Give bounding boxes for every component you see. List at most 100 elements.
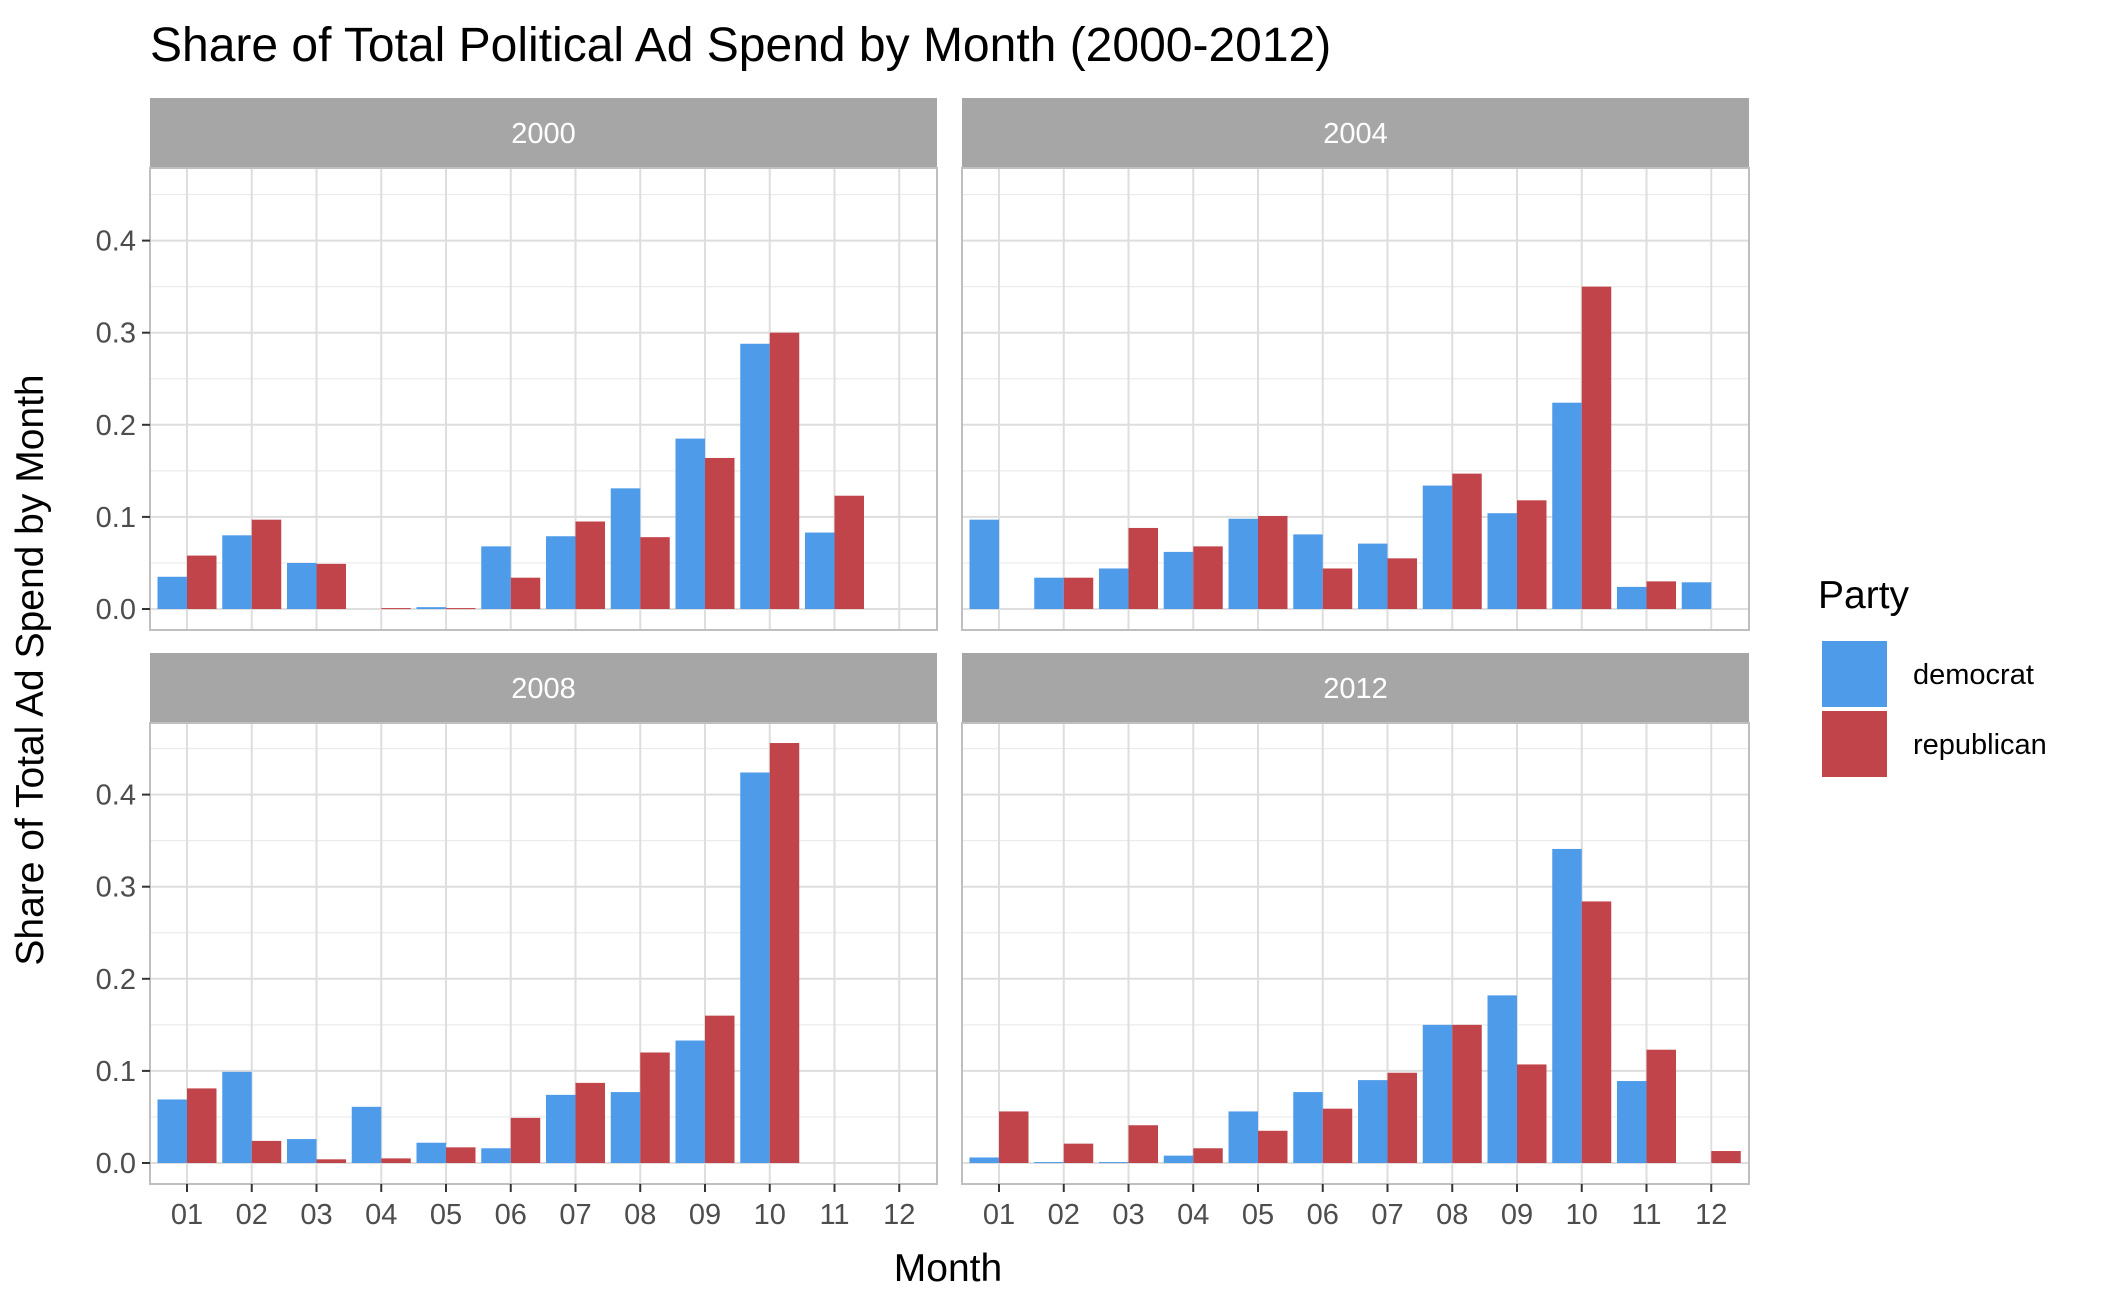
- bar-democrat: [222, 1071, 252, 1163]
- legend-label-republican: republican: [1913, 729, 2047, 761]
- bar-republican: [187, 1088, 217, 1163]
- bar-republican: [705, 457, 735, 609]
- bar-democrat: [1163, 551, 1194, 609]
- facet-strip: [962, 98, 1749, 168]
- y-tick-label: 0.1: [96, 502, 136, 534]
- x-tick-label: 01: [171, 1199, 203, 1231]
- bar-democrat: [481, 546, 511, 609]
- bar-democrat: [1358, 543, 1388, 609]
- bar-republican: [1452, 1024, 1482, 1163]
- bar-republican: [381, 608, 411, 610]
- bar-republican: [640, 537, 670, 609]
- x-tick-label: 10: [1566, 1199, 1598, 1231]
- y-tick-label: 0.3: [96, 318, 136, 350]
- bar-democrat: [1034, 577, 1064, 609]
- bar-republican: [769, 332, 800, 609]
- x-tick-label: 07: [559, 1199, 591, 1231]
- bar-democrat: [1617, 1081, 1647, 1163]
- x-tick-label: 09: [1501, 1199, 1533, 1231]
- bar-republican: [769, 743, 800, 1163]
- bar-republican: [510, 1117, 541, 1163]
- x-tick-label: 03: [1112, 1199, 1144, 1231]
- bar-republican: [251, 1140, 282, 1163]
- bar-democrat: [481, 1148, 511, 1163]
- bar-democrat: [416, 1142, 446, 1163]
- legend: Party democrat republican: [1818, 574, 2047, 777]
- bar-democrat: [1617, 586, 1647, 609]
- bar-democrat: [969, 1157, 999, 1163]
- bar-republican: [834, 495, 864, 609]
- legend-key-republican: [1822, 711, 1887, 777]
- bar-democrat: [675, 1040, 705, 1163]
- facet-label: 2004: [1323, 118, 1388, 150]
- bar-republican: [1193, 546, 1223, 609]
- bar-democrat: [287, 562, 317, 609]
- facet-strip: [150, 98, 937, 168]
- bar-republican: [316, 563, 346, 609]
- bar-republican: [187, 555, 217, 609]
- facet-label: 2012: [1323, 673, 1388, 705]
- bar-republican: [1646, 1049, 1676, 1163]
- bar-republican: [1128, 1125, 1158, 1163]
- bar-republican: [1063, 1143, 1094, 1163]
- panel-border: [961, 722, 1750, 1185]
- bar-republican: [1193, 1148, 1223, 1163]
- bar-democrat: [1293, 1092, 1323, 1163]
- bar-democrat: [546, 536, 576, 609]
- facet-strip: [962, 653, 1749, 723]
- legend-key-democrat: [1822, 641, 1887, 707]
- bar-republican: [1387, 558, 1417, 609]
- x-tick-label: 10: [754, 1199, 786, 1231]
- y-tick-label: 0.4: [96, 226, 136, 258]
- bar-democrat: [740, 343, 770, 609]
- bar-republican: [251, 519, 282, 609]
- bar-democrat: [610, 1092, 641, 1163]
- bar-democrat: [157, 1099, 187, 1163]
- bar-republican: [381, 1158, 411, 1163]
- bar-democrat: [1681, 582, 1712, 609]
- facet-label: 2008: [511, 673, 576, 705]
- bar-democrat: [610, 488, 641, 609]
- bar-republican: [1581, 901, 1612, 1163]
- x-tick-label: 04: [365, 1199, 397, 1231]
- bar-democrat: [1034, 1162, 1064, 1164]
- x-tick-label: 11: [819, 1199, 849, 1231]
- panel-border: [961, 167, 1750, 631]
- bar-republican: [1322, 1108, 1353, 1163]
- bar-republican: [1128, 527, 1158, 609]
- bar-democrat: [1422, 485, 1453, 609]
- x-tick-label: 01: [983, 1199, 1015, 1231]
- y-tick-label: 0.0: [96, 1148, 136, 1180]
- facet-strip: [150, 653, 937, 723]
- y-tick-label: 0.0: [96, 594, 136, 626]
- bar-republican: [446, 1147, 476, 1163]
- bar-republican: [1517, 1064, 1547, 1163]
- bar-democrat: [157, 576, 187, 609]
- bar-democrat: [805, 532, 835, 609]
- x-tick-label: 04: [1177, 1199, 1209, 1231]
- panel-border: [149, 722, 938, 1185]
- bar-democrat: [969, 519, 999, 609]
- x-tick-label: 02: [1048, 1199, 1080, 1231]
- x-tick-label: 12: [883, 1199, 915, 1231]
- bar-republican: [705, 1015, 735, 1163]
- bar-republican: [1581, 286, 1612, 609]
- bar-republican: [1646, 581, 1676, 609]
- bar-republican: [1517, 500, 1547, 609]
- bar-republican: [446, 608, 476, 610]
- x-tick-label: 02: [236, 1199, 268, 1231]
- panel-border: [149, 167, 938, 631]
- y-tick-label: 0.3: [96, 872, 136, 904]
- y-tick-label: 0.2: [96, 410, 136, 442]
- bar-democrat: [1487, 513, 1517, 609]
- bar-republican: [1063, 577, 1094, 609]
- bar-democrat: [1487, 995, 1517, 1163]
- x-tick-label: 08: [1436, 1199, 1468, 1231]
- bar-republican: [1258, 1130, 1288, 1163]
- bar-republican: [1452, 473, 1482, 609]
- facet-label: 2000: [511, 118, 576, 150]
- y-axis-title: Share of Total Ad Spend by Month: [9, 374, 52, 965]
- bar-republican: [510, 577, 541, 609]
- x-tick-label: 12: [1695, 1199, 1727, 1231]
- bar-democrat: [416, 607, 446, 609]
